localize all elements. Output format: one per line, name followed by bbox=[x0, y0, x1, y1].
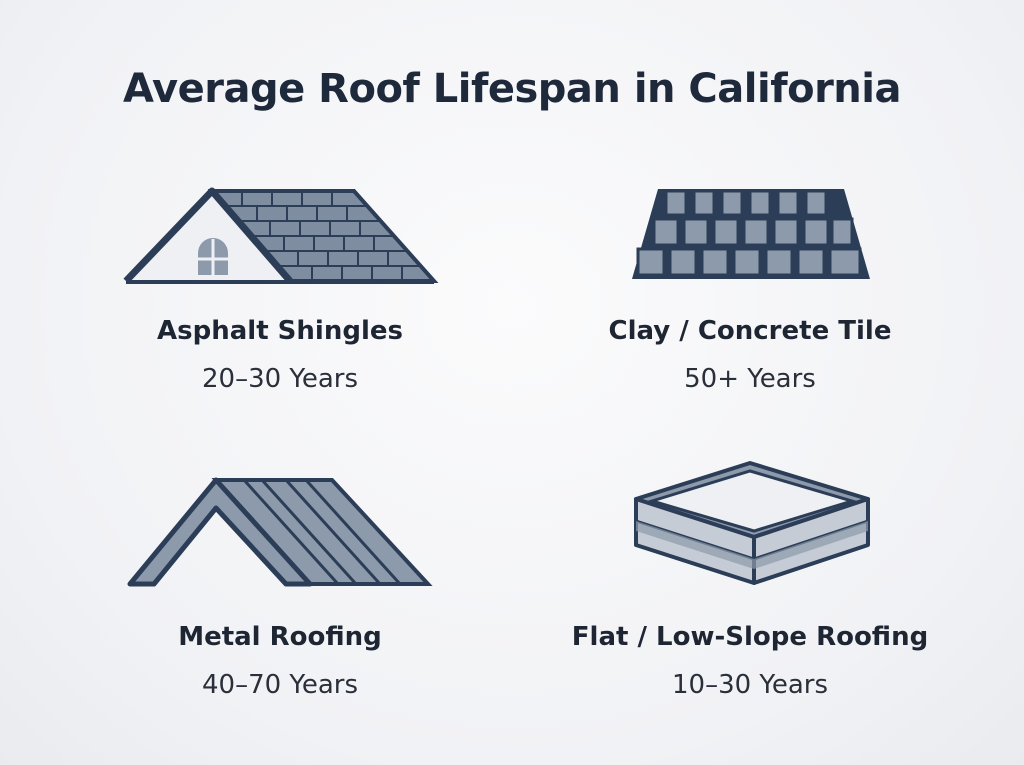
flat-roof-icon bbox=[634, 461, 870, 585]
item-years: 50+ Years bbox=[684, 364, 816, 394]
page-title: Average Roof Lifespan in California bbox=[123, 66, 901, 112]
clay-tile-roof-icon bbox=[632, 189, 870, 279]
item-label: Clay / Concrete Tile bbox=[608, 316, 892, 346]
item-years: 20–30 Years bbox=[201, 364, 359, 394]
item-years: 40–70 Years bbox=[201, 670, 359, 700]
asphalt-shingle-roof-icon bbox=[123, 187, 439, 284]
item-years: 10–30 Years bbox=[671, 670, 829, 700]
item-label: Flat / Low-Slope Roofing bbox=[571, 622, 929, 652]
metal-roof-icon bbox=[127, 477, 433, 587]
item-label: Metal Roofing bbox=[178, 622, 382, 652]
window-icon bbox=[198, 238, 228, 275]
item-label: Asphalt Shingles bbox=[157, 316, 403, 346]
